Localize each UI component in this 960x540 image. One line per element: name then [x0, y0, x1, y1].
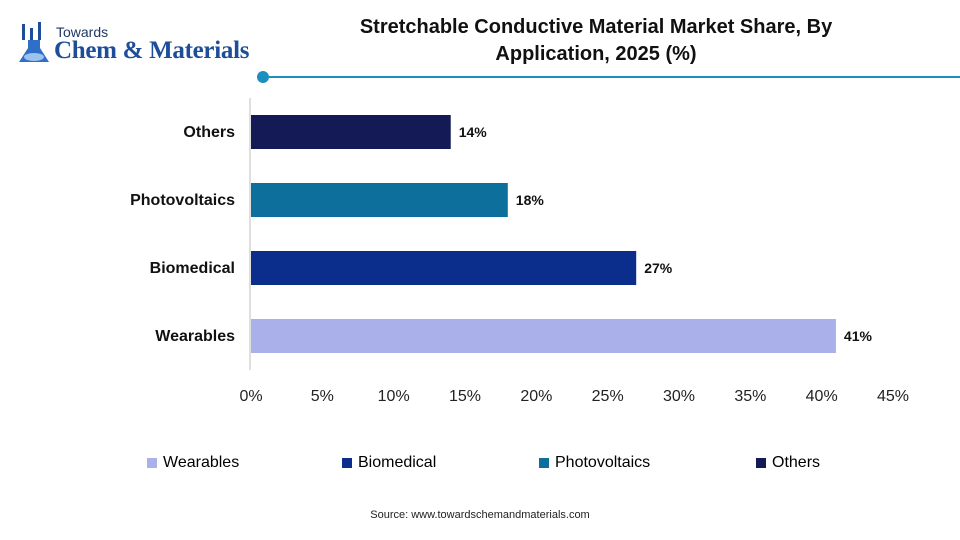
- source-note: Source: www.towardschemandmaterials.com: [370, 509, 590, 521]
- x-tick-label-15: 15%: [449, 388, 481, 405]
- category-label-wearables: Wearables: [155, 328, 235, 345]
- x-tick-label-35: 35%: [734, 388, 766, 405]
- data-label-photovoltaics: 18%: [516, 192, 545, 208]
- chart-legend: Wearables Biomedical Photovoltaics Other…: [0, 454, 960, 474]
- legend-label-wearables: Wearables: [163, 454, 240, 471]
- legend-swatch-others: [756, 458, 766, 468]
- logo: Towards Chem & Materials: [14, 10, 254, 68]
- x-tick-label-0: 0%: [239, 388, 262, 405]
- bar-wearables: [251, 319, 836, 353]
- title-underline: [263, 76, 960, 78]
- legend-swatch-wearables: [147, 458, 157, 468]
- data-label-others: 14%: [459, 124, 488, 140]
- category-label-others: Others: [183, 124, 235, 141]
- logo-main-text: Chem & Materials: [54, 37, 250, 64]
- bar-others: [251, 115, 451, 149]
- legend-item-others: Others: [756, 454, 820, 472]
- x-tick-label-5: 5%: [311, 388, 334, 405]
- data-label-wearables: 41%: [844, 328, 873, 344]
- x-tick-label-10: 10%: [378, 388, 410, 405]
- legend-label-photovoltaics: Photovoltaics: [555, 454, 651, 471]
- x-tick-label-45: 45%: [877, 388, 909, 405]
- bar-chart: Wearables 41% Biomedical 27% Photovoltaics 18…: [130, 98, 909, 405]
- legend-item-biomedical: Biomedical: [342, 454, 436, 472]
- bar-biomedical: [251, 251, 637, 285]
- chart-title: Stretchable Conductive Material Market S…: [290, 14, 902, 68]
- legend-label-biomedical: Biomedical: [358, 454, 437, 471]
- legend-swatch-photovoltaics: [539, 458, 549, 468]
- logo-top-text: Towards: [56, 24, 109, 40]
- legend-swatch-biomedical: [342, 458, 352, 468]
- legend-item-photovoltaics: Photovoltaics: [539, 454, 650, 472]
- legend-label-others: Others: [772, 454, 821, 471]
- x-tick-label-25: 25%: [592, 388, 624, 405]
- flask-icon: [19, 22, 49, 62]
- data-label-biomedical: 27%: [644, 260, 673, 276]
- x-tick-label-20: 20%: [520, 388, 552, 405]
- category-label-photovoltaics: Photovoltaics: [130, 192, 235, 209]
- chart-title-line-1: Stretchable Conductive Material Market S…: [359, 16, 833, 38]
- x-tick-label-40: 40%: [806, 388, 838, 405]
- x-tick-label-30: 30%: [663, 388, 695, 405]
- legend-item-wearables: Wearables: [147, 454, 239, 472]
- bar-photovoltaics: [251, 183, 508, 217]
- category-label-biomedical: Biomedical: [150, 260, 235, 277]
- chart-title-line-2: Application, 2025 (%): [495, 43, 697, 65]
- title-underline-dot: [257, 71, 269, 83]
